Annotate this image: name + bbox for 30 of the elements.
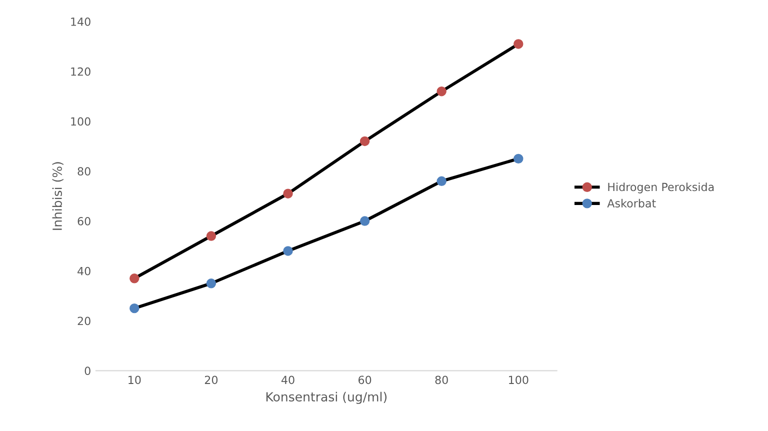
y-tick-label: 100 [71, 117, 90, 126]
y-tick-label: 60 [78, 217, 90, 226]
y-tick-label: 120 [71, 67, 90, 76]
point [130, 274, 140, 284]
x-tick-label: 20 [204, 376, 218, 384]
x-tick-label: 10 [128, 376, 141, 384]
point [436, 176, 446, 186]
point [360, 136, 370, 146]
legend-label: Hidrogen Peroksida [608, 182, 714, 194]
y-axis-title: Inhibisi (%) [52, 162, 64, 230]
y-tick-label: 20 [78, 316, 90, 326]
point [206, 278, 216, 288]
point [360, 216, 370, 226]
y-tick-label: 80 [78, 167, 90, 176]
point [283, 246, 293, 256]
y-tick-label: 40 [78, 266, 90, 276]
point [514, 154, 524, 164]
legend-label: Askorbat [607, 198, 656, 208]
y-tick-label: 0 [84, 366, 90, 376]
point [130, 303, 140, 314]
point [436, 86, 446, 96]
x-tick-label: 40 [281, 376, 294, 384]
point [514, 39, 524, 49]
x-tick-label: 100 [509, 376, 528, 384]
point [206, 231, 216, 241]
x-tick-label: 80 [435, 376, 448, 384]
point [283, 188, 293, 198]
y-tick-label: 140 [71, 18, 90, 26]
x-axis-title: Konsentrasi (ug/ml) [266, 392, 387, 404]
x-tick-label: 60 [358, 376, 372, 384]
